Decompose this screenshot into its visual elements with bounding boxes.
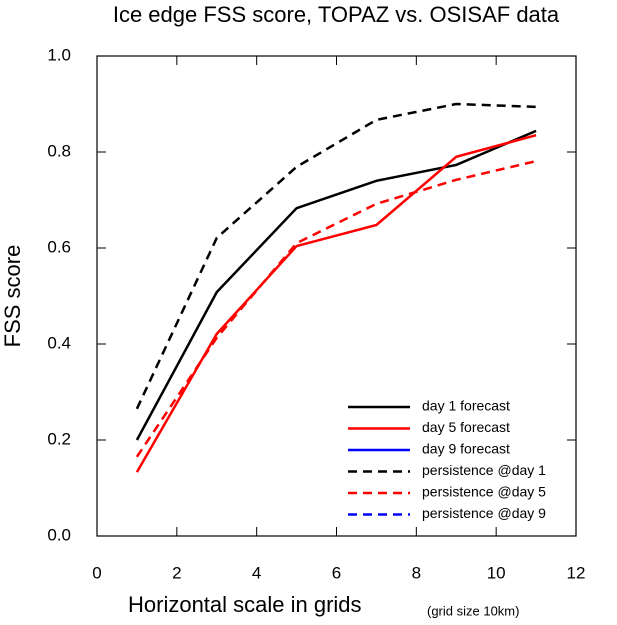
series-line [135,102,537,410]
legend-label: persistence @day 1 [422,462,546,478]
y-tick-label: 0.2 [47,429,71,448]
legend-label: persistence @day 5 [422,484,546,500]
series-line [135,133,537,473]
x-tick-label: 4 [252,563,261,582]
x-tick-label: 8 [412,563,421,582]
series-line [135,159,537,458]
y-tick-label: 0.8 [47,141,71,160]
y-tick-label: 0.6 [47,237,71,256]
y-tick-label: 0.4 [47,333,71,352]
x-tick-label: 0 [92,563,101,582]
x-tick-label: 10 [487,563,506,582]
legend-label: day 5 forecast [422,419,510,435]
x-axis-label: Horizontal scale in grids [128,592,362,617]
legend-label: day 9 forecast [422,441,510,457]
legend-label: persistence @day 9 [422,505,546,521]
y-tick-label: 0.0 [47,525,71,544]
legend-label: day 1 forecast [422,398,510,414]
y-axis-label: FSS score [0,245,25,348]
y-tick-label: 1.0 [47,45,71,64]
x-tick-label: 12 [567,563,586,582]
chart-title: Ice edge FSS score, TOPAZ vs. OSISAF dat… [113,2,560,27]
x-tick-label: 2 [172,563,181,582]
series-line [135,129,537,441]
x-tick-label: 6 [332,563,341,582]
x-axis-note: (grid size 10km) [427,603,519,618]
